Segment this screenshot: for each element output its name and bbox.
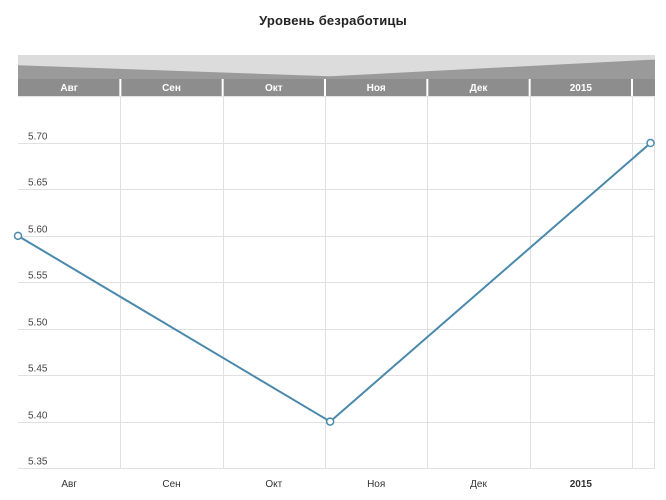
x-axis-label: Ноя bbox=[367, 479, 385, 490]
x-axis-label: Авг bbox=[61, 479, 77, 490]
navigator-separator bbox=[119, 79, 122, 96]
navigator-month-label[interactable]: Авг bbox=[60, 83, 78, 94]
navigator-month-label[interactable]: Ноя bbox=[367, 83, 386, 94]
y-axis-label: 5.50 bbox=[28, 318, 48, 329]
data-point-marker[interactable] bbox=[646, 138, 655, 148]
navigator-separator bbox=[221, 79, 224, 96]
navigator-month-label[interactable]: 2015 bbox=[570, 83, 593, 94]
y-axis-label: 5.40 bbox=[28, 411, 48, 422]
navigator-month-label[interactable]: Окт bbox=[265, 83, 283, 94]
y-axis-label: 5.60 bbox=[28, 225, 48, 236]
x-axis-label: Окт bbox=[265, 479, 282, 490]
range-navigator[interactable]: Авг Сен Окт Ноя Дек 2015 bbox=[0, 55, 666, 96]
chart-title: Уровень безработицы bbox=[259, 13, 407, 28]
navigator-month-label[interactable]: Сен bbox=[162, 83, 181, 94]
y-axis-label: 5.65 bbox=[28, 178, 48, 189]
y-axis-label: 5.70 bbox=[28, 132, 48, 143]
navigator-separator bbox=[631, 79, 633, 96]
navigator-separator bbox=[426, 79, 429, 96]
navigator-separator bbox=[528, 79, 531, 96]
x-axis-label: Дек bbox=[470, 479, 487, 490]
data-point-marker[interactable] bbox=[325, 417, 335, 426]
navigator-separator bbox=[324, 79, 326, 96]
navigator-label-bar bbox=[18, 79, 655, 96]
navigator-area bbox=[18, 59, 655, 79]
x-axis-label: 2015 bbox=[570, 479, 593, 490]
plot-area: 5.35 5.40 5.45 5.50 5.55 5.60 5.65 5.70 Авг Сен Ок… bbox=[13, 96, 655, 490]
y-axis-label: 5.35 bbox=[28, 457, 48, 468]
y-axis-label: 5.55 bbox=[28, 271, 48, 282]
navigator-month-label[interactable]: Дек bbox=[470, 83, 489, 94]
y-axis-label: 5.45 bbox=[28, 364, 48, 375]
x-axis-label: Сен bbox=[162, 479, 180, 490]
data-point-marker[interactable] bbox=[13, 231, 23, 241]
